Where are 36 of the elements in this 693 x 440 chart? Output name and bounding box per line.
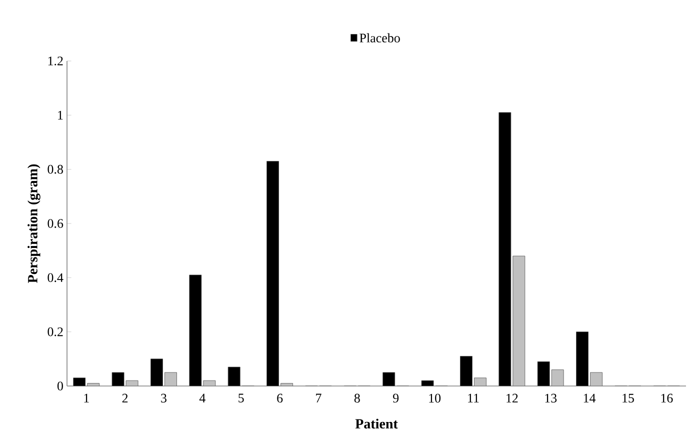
y-tick-label: 1 — [58, 110, 63, 120]
y-tick-label: 0.6 — [48, 219, 64, 228]
x-tick-label: 4 — [199, 394, 206, 402]
x-tick-label: 14 — [584, 394, 596, 402]
x-tick-label: 7 — [316, 394, 322, 402]
x-axis-title: Patient — [355, 418, 398, 429]
x-tick-label: 8 — [354, 394, 360, 403]
bar — [460, 356, 472, 386]
x-tick-label: 10 — [429, 394, 441, 403]
y-tick-label: 0 — [57, 382, 63, 390]
y-axis-title: Perspiration (gram) — [28, 164, 40, 283]
x-tick-label: 2 — [122, 394, 128, 402]
bar — [576, 332, 588, 386]
x-tick-label: 3 — [161, 394, 166, 403]
x-tick-label: 11 — [468, 394, 479, 402]
bar — [150, 358, 163, 386]
x-tick-label: 12 — [506, 394, 518, 402]
x-tick-label: 13 — [545, 394, 557, 403]
y-tick-label: 0.4 — [48, 273, 64, 282]
bar — [551, 370, 564, 386]
x-tick-label: 6 — [277, 394, 283, 403]
bar — [498, 112, 512, 386]
x-tick-label: 5 — [238, 394, 244, 402]
y-tick-label: 0.2 — [48, 327, 63, 336]
bar — [189, 274, 202, 386]
bar — [537, 361, 550, 386]
y-tick-label: 1.2 — [48, 56, 63, 66]
x-tick-label: 16 — [661, 394, 673, 403]
x-tick-label: 9 — [393, 394, 399, 403]
x-tick-label: 1 — [84, 394, 89, 402]
y-tick-label: 0.8 — [48, 164, 63, 174]
bar — [512, 256, 526, 386]
legend-label: Placebo — [360, 33, 400, 42]
x-tick-label: 15 — [622, 394, 634, 403]
bar — [228, 366, 240, 386]
bar — [266, 161, 279, 386]
